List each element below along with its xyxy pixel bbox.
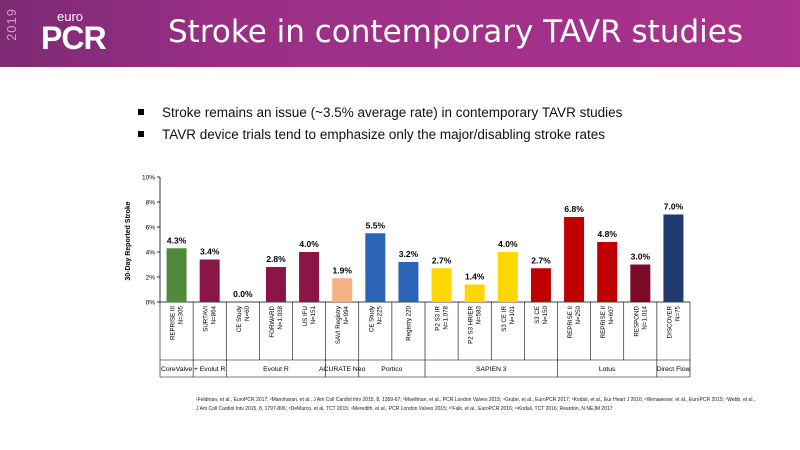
category-n-label: N=151 [310, 305, 317, 324]
category-n-label: N=101 [509, 305, 516, 324]
category-n-label: N=1,038 [277, 305, 284, 329]
category-n-label: N=75 [674, 305, 681, 321]
bar-value-label: 5.5% [366, 220, 386, 230]
bullet-text: TAVR device trials tend to emphasize onl… [162, 127, 605, 142]
bar [630, 264, 651, 302]
category-label: REPRISE III [170, 306, 177, 340]
category-label: REPRISE II [600, 306, 607, 339]
chart-plot-area: 0% 2% 4% 6% 8% 10% 4.3% 3.4% 0.0% 2.8% 4.0% 1.9% 5.5… [142, 175, 691, 378]
bar [497, 252, 518, 302]
category-n-label: N=583 [476, 305, 483, 324]
category-n-label: N=607 [608, 305, 615, 324]
category-label: SAVI Registry [335, 305, 342, 344]
y-tick-label: 8% [146, 200, 156, 207]
category-n-label: N=150 [542, 305, 549, 324]
header-banner: 2019 euro PCR Stroke in contemporary TAV… [0, 0, 800, 67]
bar-value-label: 2.7% [531, 255, 551, 265]
bar-value-label: 2.7% [432, 255, 452, 265]
bar-value-label: 4.3% [167, 235, 187, 245]
bullet-list: Stroke remains an issue (~3.5% average r… [138, 104, 622, 148]
bar [299, 252, 320, 302]
slide-title: Stroke in contemporary TAVR studies [168, 14, 743, 50]
category-label: CE Study [368, 305, 375, 332]
bar [530, 268, 551, 302]
bar [464, 284, 485, 302]
group-label: + Evolut R [194, 366, 226, 373]
category-n-label: N=864 [211, 305, 218, 324]
bar-value-label: 4.0% [299, 239, 319, 249]
category-n-label: N=1,078 [443, 305, 450, 329]
category-label: US IFU [302, 306, 309, 326]
category-label: SURTAVI [203, 306, 210, 332]
bar [365, 233, 386, 302]
bullet-square-icon [138, 131, 144, 137]
category-n-label: N=60 [244, 305, 251, 321]
bar-value-label: 7.0% [664, 202, 684, 212]
bar-value-label: 6.8% [564, 204, 584, 214]
group-label: Direct Flow [656, 366, 690, 373]
category-n-label: N=250 [575, 305, 582, 324]
category-n-label: N=225 [376, 305, 383, 324]
category-label: RESPOND [633, 305, 640, 336]
y-tick-label: 6% [146, 225, 156, 232]
bar [265, 267, 286, 302]
category-label: FORWARD [269, 305, 276, 337]
bar [199, 259, 220, 302]
group-label: CoreValve [161, 366, 192, 373]
y-tick-label: 10% [142, 175, 155, 182]
category-label: S3 CE [534, 306, 541, 324]
bar [597, 242, 618, 302]
bar-value-label: 2.8% [266, 254, 286, 264]
bar-value-label: 1.9% [333, 265, 353, 275]
group-label: Evolut R [263, 366, 289, 373]
bar [431, 268, 452, 302]
category-label: CE Study [236, 305, 243, 332]
bar-value-label: 1.4% [465, 272, 485, 282]
bar-value-label: 4.8% [598, 229, 618, 239]
bar [398, 262, 419, 302]
category-label: Registry 220 [405, 305, 412, 340]
y-axis-label: 30-Day Reported Stroke [125, 201, 132, 280]
logo-year: 2019 [4, 8, 19, 41]
logo-pcr-text: PCR [41, 20, 107, 56]
category-label: P2 S3 IR [435, 305, 442, 330]
category-label: DISCOVER [666, 305, 673, 338]
bar-value-label: 4.0% [498, 239, 518, 249]
group-label: Portico [381, 366, 402, 373]
bar-value-label: 0.0% [233, 289, 253, 299]
y-tick-label: 2% [146, 275, 156, 282]
bar-value-label: 3.0% [631, 252, 651, 262]
bullet-item: TAVR device trials tend to emphasize onl… [138, 126, 622, 148]
logo-euro-text: euro [57, 9, 84, 24]
category-n-label: N=1,014 [641, 305, 648, 329]
bar-value-label: 3.4% [200, 247, 220, 257]
bullet-square-icon [138, 109, 144, 115]
bar-value-label: 3.2% [399, 249, 419, 259]
bullet-item: Stroke remains an issue (~3.5% average r… [138, 104, 622, 126]
bar [332, 278, 353, 302]
group-label: Lotus [599, 366, 616, 373]
group-label: ACURATE Neo [319, 366, 366, 373]
y-tick-label: 0% [146, 300, 156, 307]
stroke-bar-chart: 30-Day Reported Stroke 0% 2% 4% 6% 8% 10% 4.3%… [125, 175, 691, 378]
category-label: S3 CE IR [501, 305, 508, 331]
bar [166, 248, 187, 302]
category-label: REPRISE II [567, 306, 574, 339]
footnote-references: ¹Feldman, et al., EuroPCR 2017; ²Manohar… [196, 397, 756, 412]
bullet-text: Stroke remains an issue (~3.5% average r… [162, 105, 623, 120]
bar [663, 214, 684, 302]
category-n-label: N=305 [178, 305, 185, 324]
category-n-label: N=994 [343, 305, 350, 324]
y-tick-label: 4% [146, 250, 156, 257]
bar [564, 217, 585, 302]
group-label: SAPIEN 3 [476, 366, 507, 373]
category-label: P2 S3 HR/ER [468, 305, 475, 343]
